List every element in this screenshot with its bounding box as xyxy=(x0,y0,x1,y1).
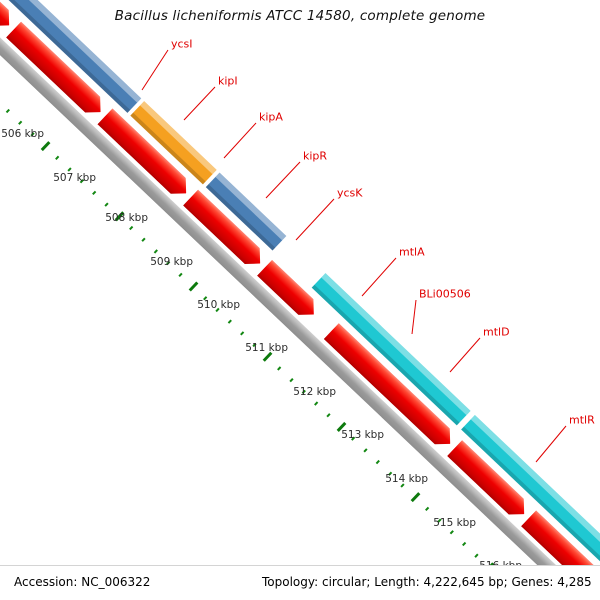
ruler-tick-minor xyxy=(178,272,183,277)
ruler-tick-minor xyxy=(252,342,257,348)
ruler-tick-major xyxy=(410,492,421,503)
ruler-tick-minor xyxy=(92,190,97,196)
ruler-tick-minor xyxy=(227,319,232,324)
ruler-tick-minor xyxy=(375,459,380,465)
ruler-tick-major xyxy=(40,141,51,152)
ruler-tick-major xyxy=(114,211,125,222)
ruler-tick-minor xyxy=(129,225,134,231)
ruler-tick-minor xyxy=(55,155,60,160)
ruler-tick-minor xyxy=(277,366,282,371)
ruler-tick-minor xyxy=(462,541,467,547)
ruler-tick-minor xyxy=(215,307,220,313)
footer-accession: Accession: NC_006322 xyxy=(14,575,151,589)
ruler-tick-minor xyxy=(400,483,405,488)
ruler-tick-minor xyxy=(326,413,331,418)
ruler-tick-major xyxy=(188,281,199,292)
ruler-tick-minor xyxy=(203,296,208,301)
ruler-tick-minor xyxy=(363,448,368,453)
ruler-tick-minor xyxy=(314,401,319,406)
ruler-tick-minor xyxy=(104,202,109,207)
ruler-tick-minor xyxy=(153,249,158,254)
ruler-tick-minor xyxy=(388,471,393,476)
ruler-tick-minor xyxy=(67,167,72,172)
ruler-tick-minor xyxy=(437,518,442,523)
ruler-tick-minor xyxy=(289,378,294,383)
ruler-tick-minor xyxy=(240,331,245,336)
ruler-tick-minor xyxy=(5,108,10,114)
ruler-tick-minor xyxy=(18,120,23,125)
ruler-tick-minor xyxy=(301,389,306,394)
footer-bar: Accession: NC_006322 Topology: circular;… xyxy=(0,565,600,600)
ruler-tick-minor xyxy=(449,530,454,535)
ruler-tick-minor xyxy=(166,260,171,266)
ruler-tick-minor xyxy=(30,132,35,137)
ruler-tick-minor xyxy=(351,436,356,441)
ruler-tick-major xyxy=(336,421,347,432)
ruler-tick-minor xyxy=(474,553,479,558)
ruler-tick-major xyxy=(262,351,273,362)
ruler-tick-minor xyxy=(425,506,430,512)
footer-stats: Topology: circular; Length: 4,222,645 bp… xyxy=(262,575,592,589)
ruler-tick-minor xyxy=(141,237,146,242)
ruler-tick-minor xyxy=(79,179,84,184)
